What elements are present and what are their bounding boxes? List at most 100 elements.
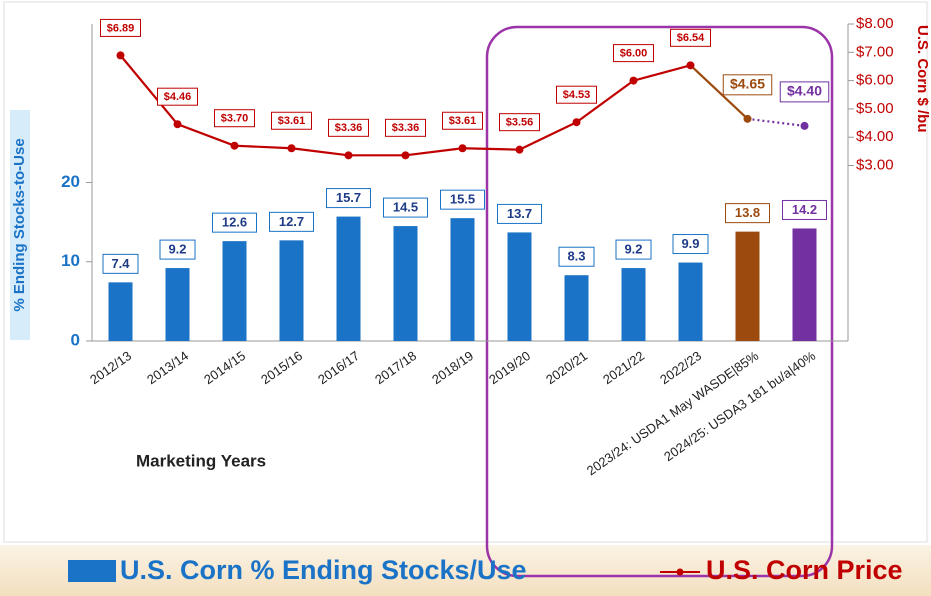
y-tick-label: 10 [61,251,80,270]
value-label-box [672,234,709,255]
value-label-box [442,111,483,130]
value-label-box [326,188,371,209]
value-label-box [159,239,196,260]
y2-tick-label: $8.00 [856,15,894,32]
value-label: $4.40 [787,83,822,99]
value-label-box [212,212,257,233]
y2-tick-label: $7.00 [856,43,894,60]
bar [222,241,247,341]
value-label-box [725,203,770,224]
value-label-box [615,239,652,260]
point [173,120,182,129]
value-label: 8.3 [567,249,585,264]
line-segment [291,147,349,157]
bar [393,226,418,341]
value-label: 13.7 [507,206,532,221]
bar [678,262,703,341]
x-axis-label: Marketing Years [136,451,266,470]
bar [450,218,475,341]
legend-label: U.S. Corn % Ending Stocks/Use [120,555,527,585]
value-label-box [269,211,314,232]
value-label: $3.70 [221,113,249,125]
y2-tick-label: $5.00 [856,100,894,117]
point [629,76,638,85]
value-label: 9.2 [168,242,186,257]
legend-band [0,545,931,596]
value-label: 14.2 [792,202,817,217]
value-label: $3.36 [335,122,363,134]
value-label: $4.53 [563,89,591,101]
bar [165,268,190,341]
value-label: $6.00 [620,48,648,60]
value-label-box [558,246,595,267]
value-label: $3.61 [449,115,477,127]
y2-tick-label: $4.00 [856,128,894,145]
value-label-box [383,197,428,218]
point [401,151,410,160]
point [458,144,467,153]
point [572,118,581,127]
y-tick-label: 0 [71,330,80,349]
y2-tick-label: $3.00 [856,156,894,173]
value-label-box [670,28,711,47]
point [515,145,524,154]
bar [792,228,817,341]
point [344,151,353,160]
value-label-box [722,74,773,96]
value-label: 12.6 [222,215,247,230]
value-label-box [157,87,198,106]
value-label: 15.5 [450,192,475,207]
line-segment [119,54,179,125]
value-label-box [782,199,827,220]
bar [507,232,532,341]
line-segment [177,123,235,147]
legend-swatch [68,560,116,582]
value-label: $4.46 [164,91,192,103]
y-axis-label: % Ending Stocks-to-Use [11,138,28,311]
point [686,61,695,70]
value-label-box [385,118,426,137]
y-tick-label: 20 [61,172,80,191]
value-label: 14.5 [393,200,418,215]
value-label: $3.56 [506,117,534,129]
point [287,144,296,153]
value-label-box [497,203,542,224]
bar [279,240,304,341]
value-label-box [214,109,255,128]
value-label: 7.4 [111,256,130,271]
frame [3,1,928,543]
value-label-box [556,85,597,104]
point [743,114,752,123]
line-segment [575,79,635,124]
value-label-box [499,113,540,132]
value-label: 9.2 [624,242,642,257]
line-segment [462,147,520,151]
value-label-box [328,118,369,137]
bar [621,268,646,341]
bar [336,216,361,341]
point [116,51,125,60]
value-label: 13.8 [735,205,760,220]
value-label-box [779,81,830,103]
y-label-bg [10,110,30,340]
value-label-box [271,111,312,130]
value-label-box [440,189,485,210]
value-label: $3.61 [278,115,306,127]
value-label-box [613,44,654,63]
bar [735,231,760,341]
line-segment [405,147,463,157]
legend-label: U.S. Corn Price [706,555,903,585]
line-segment [234,144,292,150]
y2-tick-label: $6.00 [856,72,894,89]
bar [564,275,589,341]
line-segment [519,121,577,151]
highlight-box [485,25,834,578]
value-label: $6.89 [107,22,135,34]
point [800,121,809,130]
line-segment [633,64,691,82]
bar [108,282,133,341]
line-segment [689,64,749,120]
value-label: $4.65 [730,76,765,92]
value-label: 15.7 [336,190,361,205]
value-label: 9.9 [681,236,699,251]
